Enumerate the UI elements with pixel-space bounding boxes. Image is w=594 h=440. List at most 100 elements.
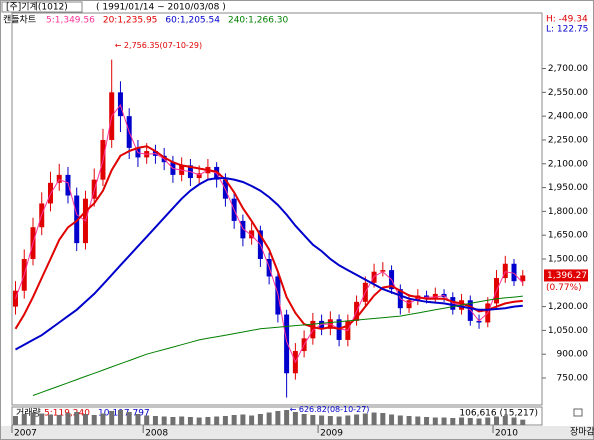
volume-bar	[441, 417, 447, 425]
candle-body	[380, 270, 386, 272]
volume-bar	[144, 415, 150, 425]
volume-bar	[284, 410, 290, 425]
candle-body	[511, 263, 517, 282]
y-tick-label: 2,400.00	[548, 112, 588, 122]
volume-label: 거래량	[16, 407, 41, 419]
volume-bar	[39, 413, 45, 425]
candle-body	[240, 220, 246, 239]
volume-bar	[389, 414, 395, 425]
legend-entry: 60:1,205.54	[165, 16, 220, 26]
candle-body	[284, 314, 290, 374]
y-tick-label: 1,800.00	[548, 207, 588, 217]
volume-bar	[450, 418, 456, 425]
ma-line	[32, 295, 523, 396]
volume-bar	[117, 410, 123, 425]
y-tick-label: 900.00	[557, 350, 589, 360]
y-tick-label: 1,050.00	[548, 326, 588, 336]
volume-bar	[476, 418, 482, 425]
last-price-box	[544, 269, 588, 282]
ma-line	[14, 145, 523, 330]
volume-bar	[485, 417, 491, 425]
candle-body	[319, 320, 325, 329]
volume-bar	[275, 411, 281, 425]
volume-bar	[310, 415, 316, 425]
last-price-label: 1,396.27	[547, 271, 587, 281]
volume-bar	[21, 414, 27, 425]
y-tick-label: 2,100.00	[548, 159, 588, 169]
candle-body	[74, 195, 80, 244]
volume-bar	[222, 416, 228, 425]
volume-bar	[327, 416, 333, 425]
volume-bar	[467, 418, 473, 425]
volume-bar	[319, 415, 325, 425]
candle-body	[310, 320, 316, 339]
y-tick-label: 1,950.00	[548, 183, 588, 193]
candle-body	[520, 275, 526, 282]
change-label: (0.77%)	[546, 283, 582, 293]
volume-bar	[100, 413, 106, 425]
volume-bar	[415, 416, 421, 425]
volume-bar	[196, 417, 202, 425]
volume-bar	[266, 412, 272, 425]
y-tick-label: 2,550.00	[548, 88, 588, 98]
volume-bar	[432, 417, 438, 425]
volume-bar	[65, 413, 71, 425]
volume-bar	[257, 414, 263, 425]
y-tick-label: 750.00	[557, 374, 589, 384]
candle-body	[65, 174, 71, 196]
price-panel	[11, 12, 543, 406]
volume-bar	[511, 417, 517, 425]
volume-bar	[82, 414, 88, 425]
volume-bar	[424, 417, 430, 425]
annotation: ← 2,756.35(07-10-29)	[115, 41, 202, 50]
volume-legend-entry: 10:117,797	[98, 409, 150, 419]
x-axis-strip	[1, 426, 593, 439]
ma-line	[15, 103, 524, 364]
volume-bar	[214, 416, 220, 425]
volume-bar	[301, 414, 307, 425]
volume-bar	[336, 416, 342, 425]
legend-entry: 5:1,349.56	[46, 16, 95, 26]
volume-bar	[249, 415, 255, 425]
ma-line	[15, 177, 523, 351]
chart-label: 캔들차트	[3, 14, 36, 26]
volume-bar	[170, 417, 176, 425]
volume-bar	[362, 413, 368, 425]
volume-bar	[187, 417, 193, 425]
volume-bar	[345, 415, 351, 425]
volume-bar	[126, 412, 132, 425]
volume-last: 106,616 (15,217)	[459, 409, 538, 419]
volume-bar	[371, 412, 377, 425]
volume-bar	[152, 416, 158, 425]
candle-body	[502, 263, 508, 279]
volume-bar	[91, 415, 97, 425]
legend-entry: 20:1,235.95	[103, 16, 158, 26]
volume-bar	[30, 412, 36, 425]
volume-bar	[205, 417, 211, 425]
subtitle: ( 1991/01/14 ~ 2010/03/08 )	[96, 3, 226, 13]
x-tick-label: 2009	[320, 429, 343, 439]
volume-bar	[292, 412, 298, 425]
low-info: L: 122.75	[546, 25, 588, 35]
y-tick-label: 2,250.00	[548, 135, 588, 145]
volume-bar	[135, 414, 141, 425]
footer: 장마감	[570, 426, 594, 438]
volume-bar	[397, 415, 403, 425]
high-info: H: -49.34	[546, 15, 588, 25]
volume-bar	[161, 416, 167, 425]
volume-bar	[179, 416, 185, 425]
volume-bar	[502, 416, 508, 425]
volume-bar	[406, 416, 412, 425]
volume-bar	[56, 415, 62, 425]
candle-body	[196, 173, 202, 179]
volume-bar	[380, 413, 386, 425]
candle-body	[432, 293, 438, 299]
y-tick-label: 2,700.00	[548, 64, 588, 74]
y-tick-label: 1,200.00	[548, 302, 588, 312]
x-tick-label: 2007	[14, 429, 37, 439]
y-tick-label: 1,650.00	[548, 231, 588, 241]
volume-bar	[109, 411, 115, 425]
volume-bar	[12, 416, 18, 425]
volume-toggle[interactable]	[573, 408, 583, 417]
candle-body	[476, 320, 482, 323]
